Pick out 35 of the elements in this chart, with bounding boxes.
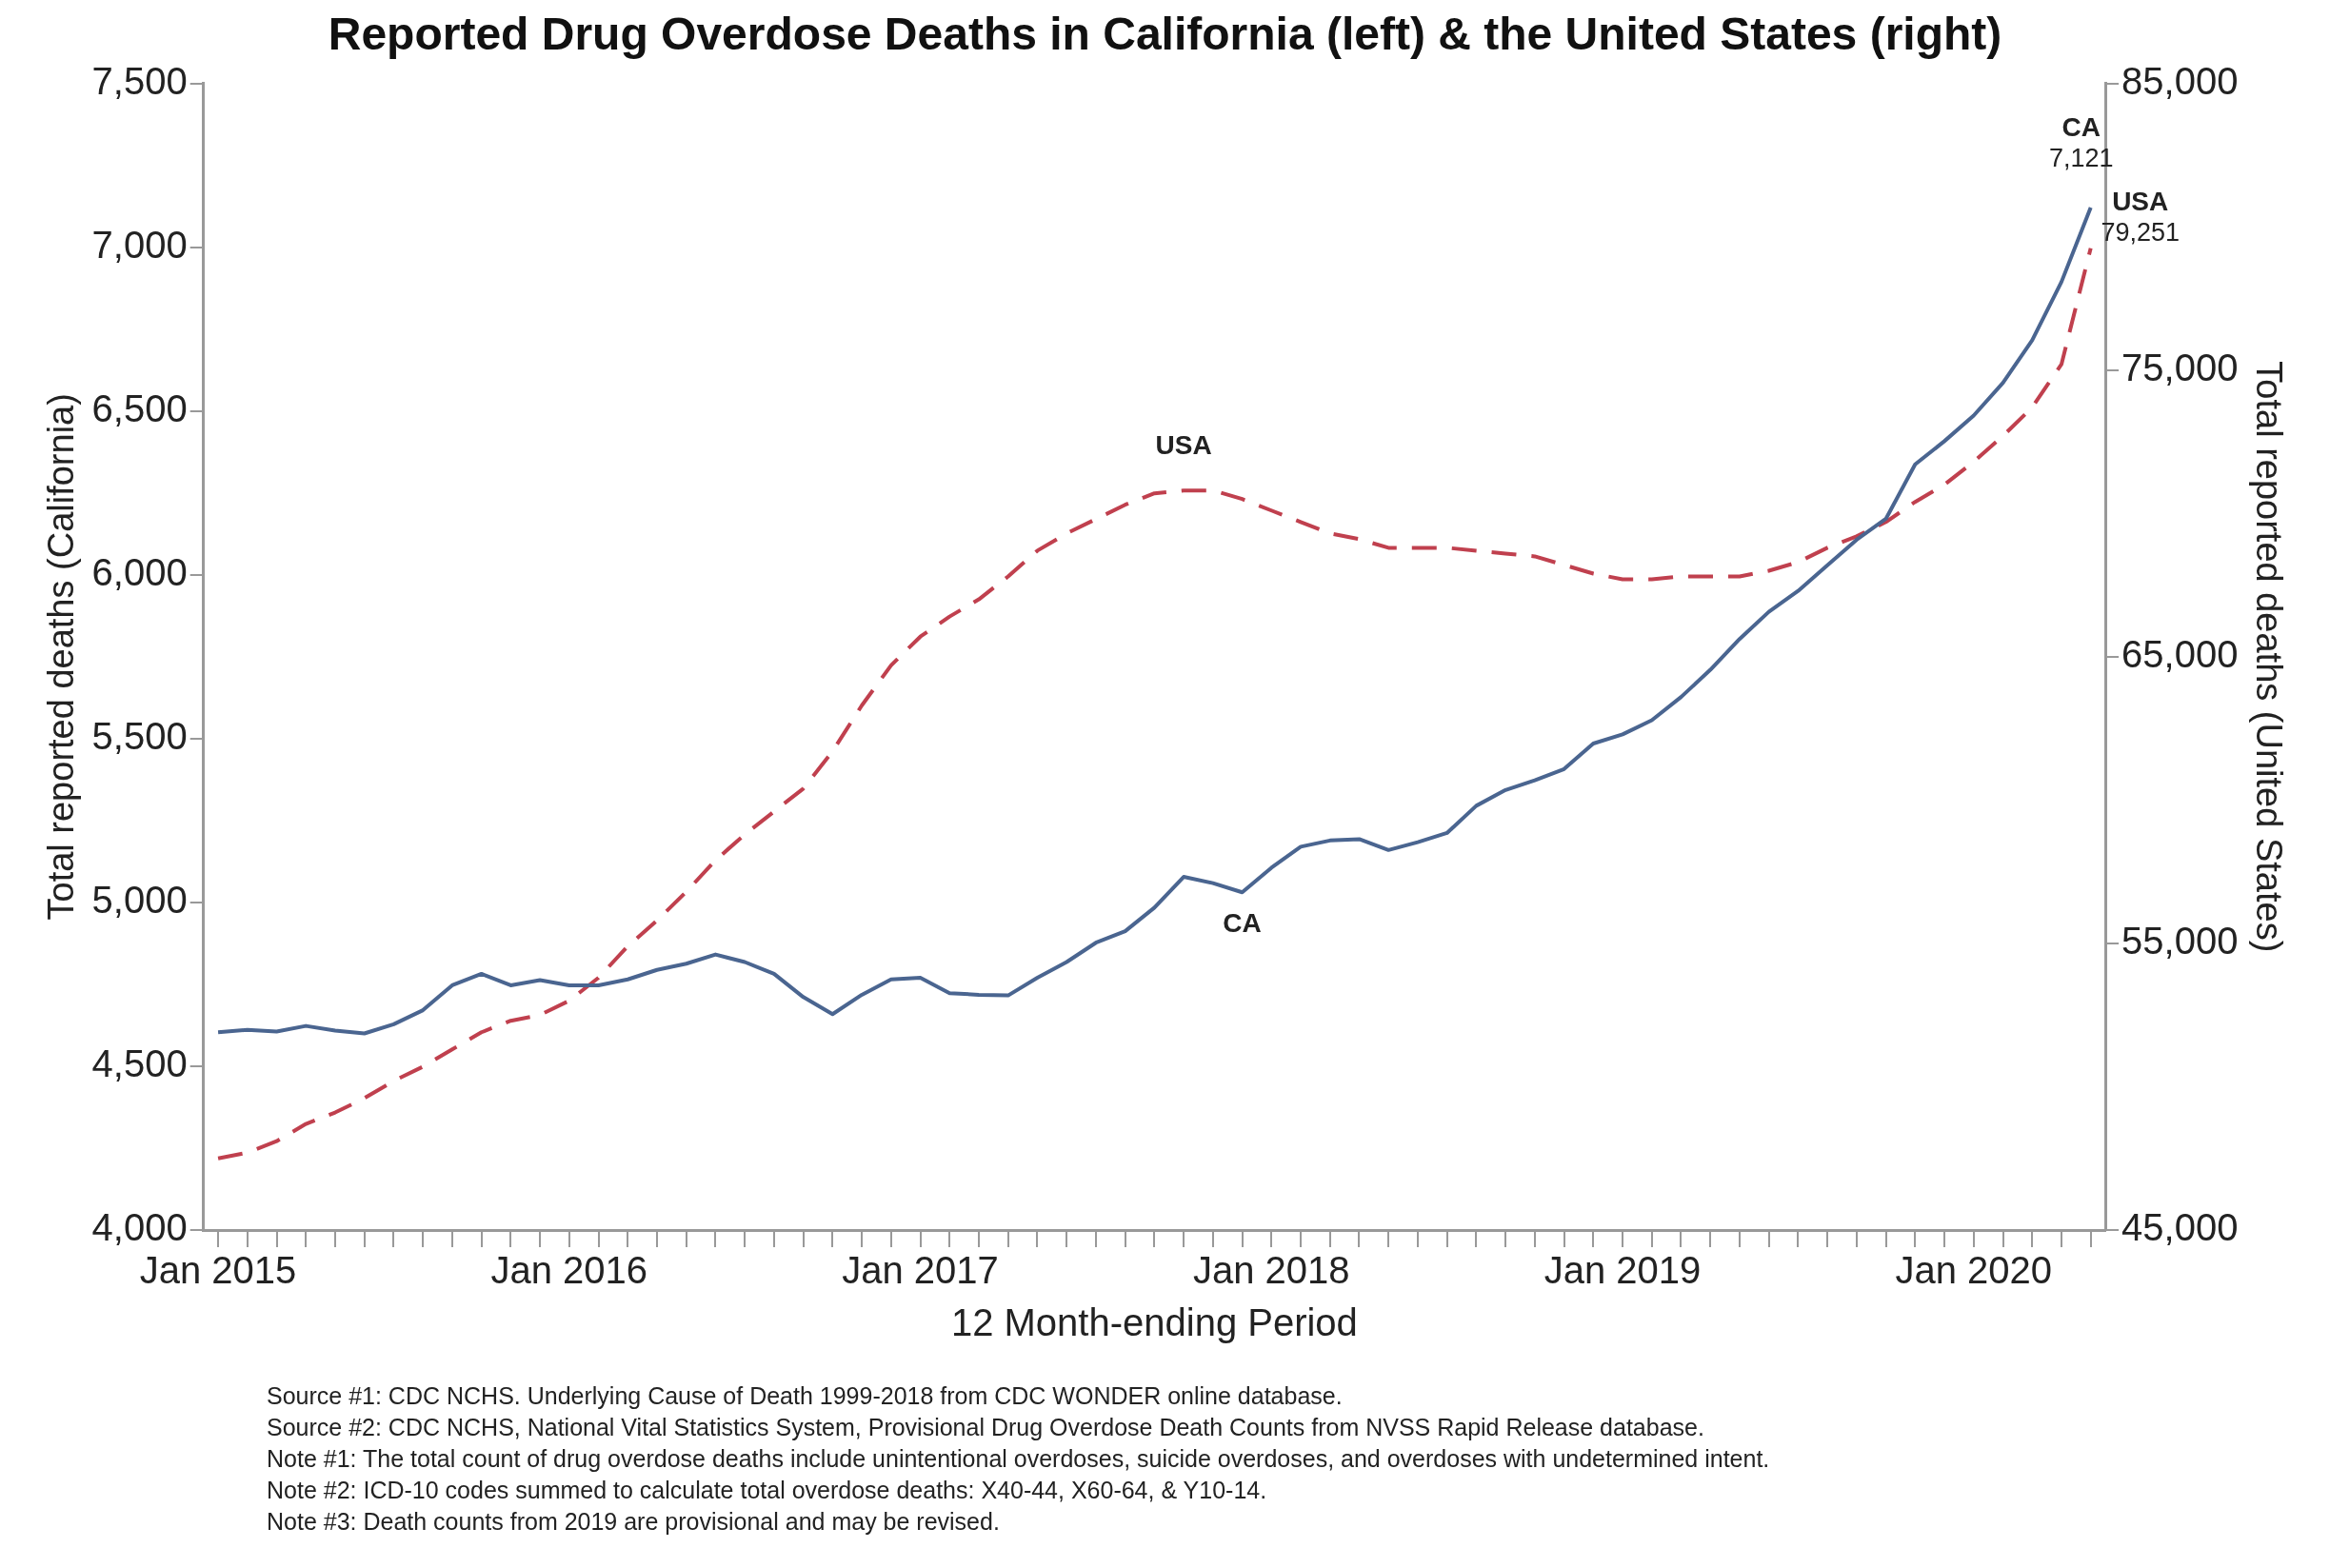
x-tick-label: Jan 2019 — [1543, 1249, 1702, 1292]
y2-tick-label: 45,000 — [2121, 1206, 2239, 1249]
text: Note #1: The total count of drug overdose deaths include unintentional overdoses, suicide overdoses, and overdoses with undetermined intent. — [267, 1444, 1771, 1474]
y-tick-label: 4,000 — [91, 1206, 188, 1249]
y2-tick-label: 55,000 — [2121, 919, 2239, 962]
data-label: 7,121 — [2048, 144, 2114, 173]
y-tick-label: 4,500 — [91, 1042, 188, 1084]
y-tick-label: 7,500 — [91, 59, 188, 102]
series-label: CA — [1223, 908, 1262, 939]
x-tick-label: Jan 2017 — [842, 1249, 999, 1292]
data-label: 79,251 — [2101, 217, 2180, 247]
x-tick-label: Jan 2018 — [1192, 1249, 1350, 1292]
line-series — [216, 246, 2093, 1161]
text: Note #2: ICD-10 codes summed to calculate total overdose deaths: X40-44, X60-64, & Y10-14. — [267, 1476, 1268, 1505]
x-axis-title: 12 Month-ending Period — [950, 1301, 1358, 1344]
y-tick-label: 7,000 — [91, 223, 188, 266]
source-note: Source #2: CDC NCHS, National Vital Statistics System, Provisional Drug Overdose Death Counts from NVSS Rapid Release database. — [267, 1413, 1705, 1442]
text: USA — [2112, 186, 2169, 216]
y2-axis-title: Total reported deaths (United States) — [2248, 361, 2289, 953]
y-tick-label: 5,500 — [91, 714, 188, 757]
y-tick-label: 6,000 — [91, 550, 188, 593]
text: Note #3: Death counts from 2019 are provisional and may be revised. — [267, 1507, 1001, 1537]
y-axis-title: Total reported deaths (California) — [41, 393, 82, 921]
y-tick-label: 5,000 — [91, 878, 188, 921]
y2-tick-label: 65,000 — [2121, 632, 2239, 675]
x-tick-label: Jan 2020 — [1895, 1249, 2053, 1292]
x-tick-label: Jan 2015 — [139, 1249, 297, 1292]
text: CA — [2061, 112, 2101, 143]
chart-title: Reported Drug Overdose Deaths in California (left) & the United States (right) — [328, 9, 2002, 60]
series-label: USA — [1155, 430, 1212, 461]
y2-tick-label: 85,000 — [2121, 59, 2239, 102]
x-tick-label: Jan 2016 — [490, 1249, 648, 1292]
y2-tick-label: 75,000 — [2121, 346, 2239, 388]
source-note: Source #1: CDC NCHS. Underlying Cause of Death 1999-2018 from CDC WONDER online database. — [267, 1381, 1344, 1411]
y-tick-label: 6,500 — [91, 387, 188, 429]
